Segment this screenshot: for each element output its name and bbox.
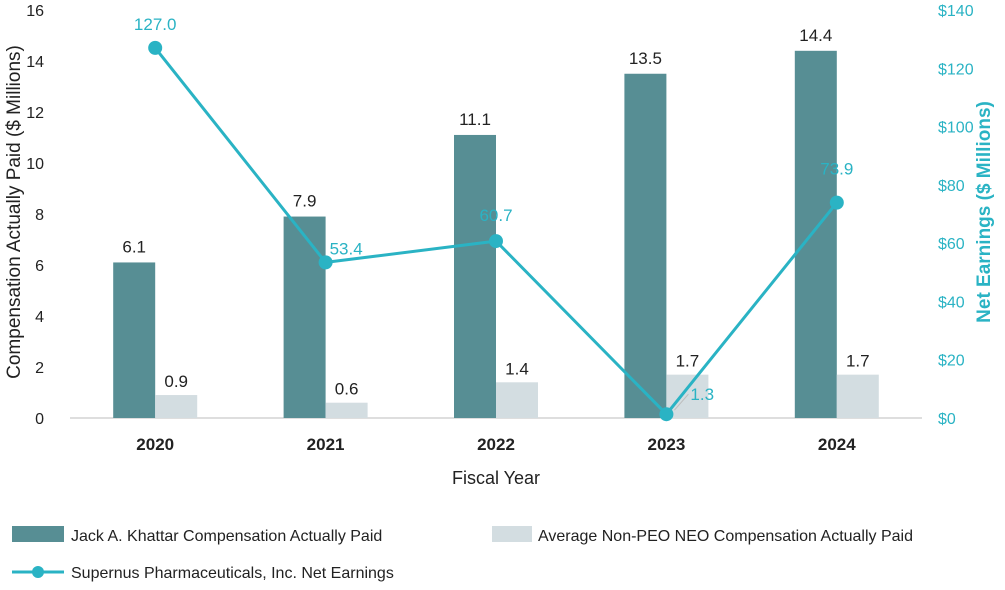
line-series-group [148, 40, 844, 422]
y-tick-label-right: $100 [938, 120, 974, 137]
bar-neo-average [325, 402, 368, 418]
y-tick-label-right: $20 [938, 353, 965, 370]
y-tick-label-left: 4 [35, 309, 44, 326]
y-tick-label-right: $0 [938, 411, 956, 428]
y-axis-title-right: Net Earnings ($ Millions) [974, 101, 995, 323]
y-tick-label-left: 2 [35, 360, 44, 377]
x-tick-label: 2023 [647, 435, 685, 454]
data-label-neo: 1.7 [676, 352, 700, 371]
data-label-net-earnings: 127.0 [134, 15, 177, 34]
y-axis-title-left: Compensation Actually Paid ($ Millions) [4, 45, 25, 379]
data-label-khattar: 13.5 [629, 49, 662, 68]
data-label-net-earnings: 73.9 [820, 160, 853, 179]
y-tick-label-left: 8 [35, 207, 44, 224]
data-label-neo: 1.7 [846, 352, 870, 371]
y-tick-label-right: $40 [938, 294, 965, 311]
net-earnings-point [829, 195, 844, 210]
data-label-neo: 1.4 [505, 359, 529, 378]
axes-group: 0 2 4 6 8 10 12 14 16 $0 $20 $40 $60 $80 $100 $120 $140 2… [26, 3, 973, 454]
data-label-khattar: 11.1 [459, 110, 491, 129]
net-earnings-leader-line [674, 393, 689, 411]
data-label-khattar: 6.1 [122, 237, 146, 256]
data-label-neo: 0.9 [164, 372, 188, 391]
bar-khattar [454, 134, 496, 418]
legend-swatch-khattar [12, 526, 64, 542]
y-tick-label-right: $80 [938, 178, 965, 195]
data-label-net-earnings: 53.4 [330, 239, 363, 258]
x-axis-title: Fiscal Year [452, 468, 540, 488]
bar-neo-average [836, 374, 879, 418]
x-tick-label: 2022 [477, 435, 515, 454]
y-tick-label-left: 6 [35, 258, 44, 275]
y-tick-label-left: 14 [26, 54, 44, 71]
legend-label-net-earnings: Supernus Pharmaceuticals, Inc. Net Earni… [71, 565, 394, 582]
data-labels-group: 6.1 0.9 7.9 0.6 11.1 1.4 13.5 1.7 14.4 1.7 127.0 53… [122, 15, 869, 404]
legend-swatch-neo [492, 526, 532, 542]
data-label-net-earnings: 1.3 [690, 385, 714, 404]
bar-khattar [113, 262, 156, 418]
y-tick-label-right: $60 [938, 236, 965, 253]
net-earnings-point [148, 40, 163, 55]
bar-neo-average [666, 374, 709, 418]
bar-khattar [283, 216, 326, 418]
x-tick-label: 2021 [307, 435, 345, 454]
y-tick-label-left: 12 [26, 105, 44, 122]
legend-label-neo: Average Non-PEO NEO Compensation Actuall… [538, 528, 913, 545]
data-label-neo: 0.6 [335, 380, 359, 399]
x-tick-label: 2024 [818, 435, 856, 454]
y-tick-label-right: $140 [938, 3, 974, 20]
y-tick-label-left: 10 [26, 156, 44, 173]
bar-neo-average [155, 395, 198, 418]
bar-khattar [624, 73, 667, 418]
legend-marker-net-earnings [32, 566, 44, 578]
data-label-khattar: 14.4 [799, 26, 832, 45]
legend: Jack A. Khattar Compensation Actually Pa… [12, 526, 913, 582]
bars-group [113, 50, 879, 419]
net-earnings-point [489, 234, 503, 249]
y-tick-label-right: $120 [938, 61, 974, 78]
bar-khattar [794, 50, 837, 419]
x-tick-label: 2020 [136, 435, 174, 454]
data-label-net-earnings: 60.7 [479, 206, 512, 225]
data-label-khattar: 7.9 [293, 192, 317, 211]
y-tick-label-left: 16 [26, 3, 44, 20]
bar-neo-average [496, 382, 538, 418]
legend-label-khattar: Jack A. Khattar Compensation Actually Pa… [71, 528, 382, 545]
net-earnings-point [659, 407, 674, 422]
y-tick-label-left: 0 [35, 411, 44, 428]
net-earnings-point [318, 255, 333, 270]
